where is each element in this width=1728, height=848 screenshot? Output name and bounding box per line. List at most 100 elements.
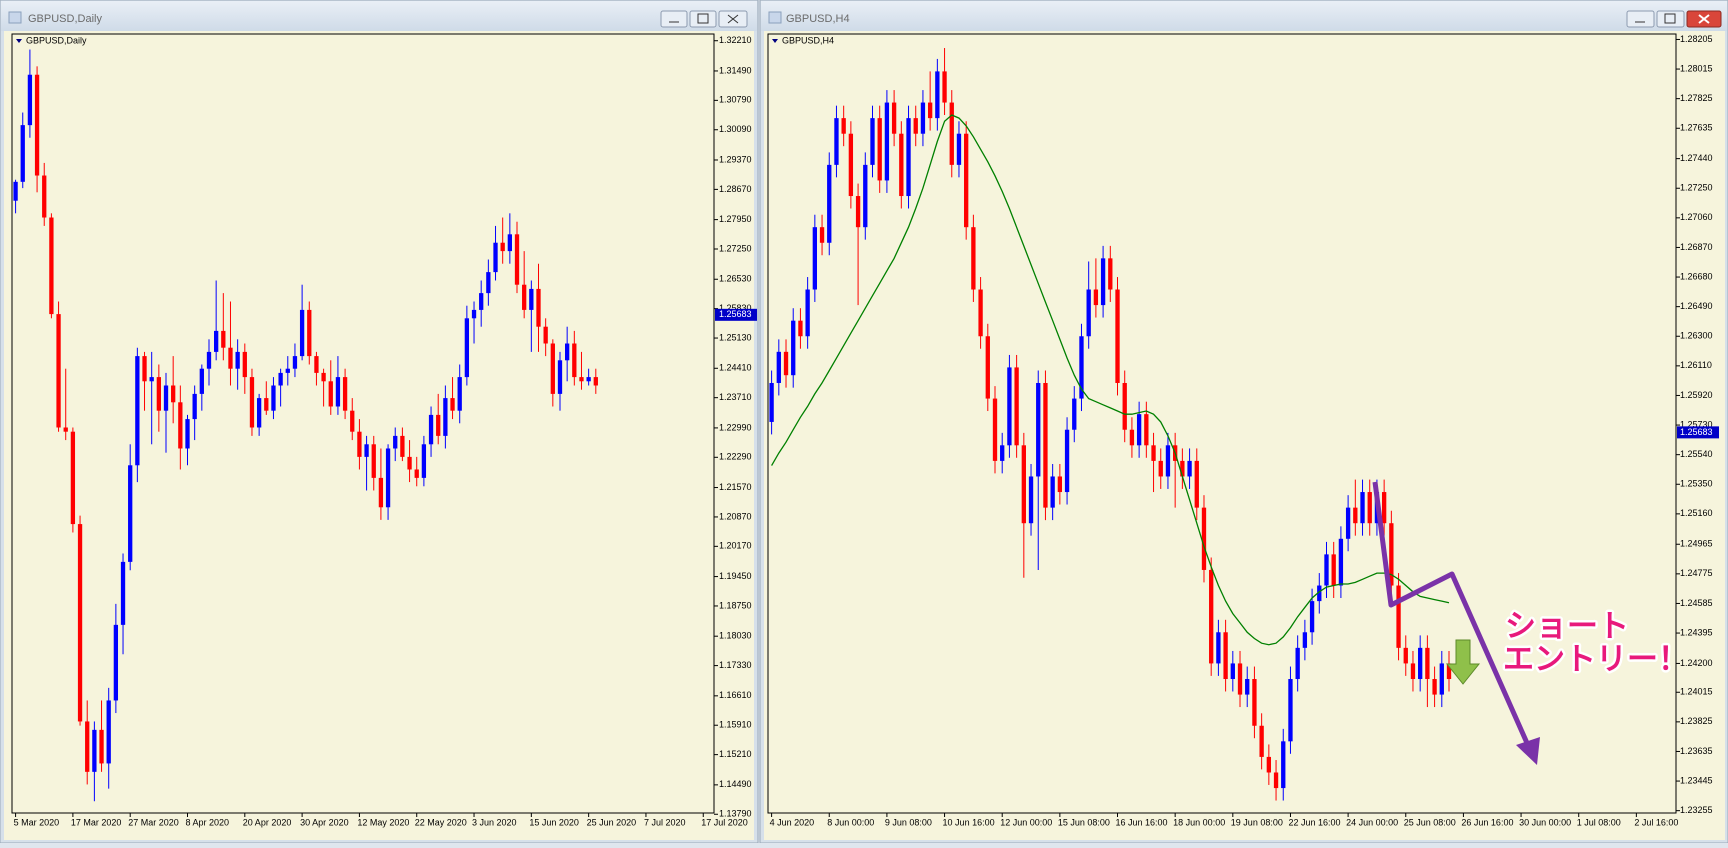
candle-body <box>128 465 133 562</box>
candle-body <box>884 102 890 181</box>
candle-body <box>149 377 154 382</box>
y-tick-label: 1.28670 <box>719 184 752 194</box>
x-tick-label: 16 Jun 16:00 <box>1116 817 1168 827</box>
candle-body <box>964 133 969 228</box>
y-tick-label: 1.24410 <box>719 363 752 373</box>
candle-body <box>1353 507 1358 524</box>
candle-body <box>1295 647 1300 680</box>
y-tick-label: 1.24015 <box>1680 687 1713 697</box>
candle-body <box>63 427 68 432</box>
candle-body <box>264 398 269 411</box>
candle-body <box>1216 632 1221 664</box>
plot-area <box>13 49 598 802</box>
candle-body <box>1158 460 1163 477</box>
candle-body <box>927 102 933 119</box>
candle-body <box>913 118 918 134</box>
y-tick-label: 1.23255 <box>1680 805 1713 815</box>
candle-body <box>1273 772 1279 789</box>
title-bar <box>761 1 1727 31</box>
candle-body <box>27 74 33 126</box>
candle-body <box>978 289 983 337</box>
candle-body <box>400 435 405 457</box>
candle-body <box>1036 382 1041 477</box>
menu-triangle[interactable] <box>16 39 22 43</box>
candle-body <box>557 360 563 394</box>
candle-body <box>572 343 577 378</box>
window-buttons[interactable] <box>660 10 748 28</box>
window-icon <box>768 11 782 24</box>
candle-body <box>493 242 498 273</box>
candle-body <box>464 318 470 378</box>
x-tick-label: 20 Apr 2020 <box>243 817 292 827</box>
candle-body <box>1446 663 1452 680</box>
y-tick-label: 1.25130 <box>719 332 752 342</box>
candle-body <box>1100 258 1106 306</box>
candle-body <box>421 444 427 478</box>
chart-background <box>764 31 1725 840</box>
y-tick-label: 1.18030 <box>719 631 752 641</box>
icon <box>727 14 739 24</box>
candle-body <box>171 385 176 403</box>
x-tick-label: 12 Jun 00:00 <box>1000 817 1052 827</box>
chart-label: GBPUSD,Daily <box>26 35 87 45</box>
y-tick-label: 1.25160 <box>1680 508 1713 518</box>
candle-body <box>877 118 882 181</box>
y-tick-label: 1.32210 <box>719 35 752 45</box>
title-bar <box>1 1 757 31</box>
candle-body <box>805 289 810 337</box>
x-tick-label: 25 Jun 2020 <box>587 817 637 827</box>
candle-body <box>935 71 940 119</box>
candle-body <box>1115 289 1120 383</box>
candle-body <box>1122 382 1127 430</box>
plot-area <box>769 48 1452 801</box>
candle-body <box>70 431 76 525</box>
maximize-button[interactable] <box>1656 10 1685 28</box>
candle-body <box>20 125 25 182</box>
candle-body <box>1007 367 1012 446</box>
candle-body <box>906 118 911 197</box>
candle-body <box>235 351 240 369</box>
y-tick-label: 1.22290 <box>719 452 752 462</box>
candle-body <box>791 320 796 376</box>
y-tick-label: 1.27825 <box>1680 93 1713 103</box>
y-tick-label: 1.31490 <box>719 65 752 75</box>
candle-body <box>848 133 854 197</box>
candle-body <box>1093 289 1099 306</box>
candle-body <box>1230 663 1235 680</box>
candle-body <box>812 227 818 290</box>
y-tick-label: 1.26870 <box>1680 242 1713 252</box>
candle-body <box>34 74 40 176</box>
candle-body <box>457 377 462 411</box>
candle-body <box>1338 538 1344 586</box>
maximize-button[interactable] <box>689 10 717 28</box>
candle-body <box>1396 585 1401 648</box>
y-tick-label: 1.17330 <box>719 660 752 670</box>
x-tick-label: 15 Jun 08:00 <box>1058 817 1110 827</box>
candle-body <box>342 377 348 411</box>
candle-body <box>949 102 954 165</box>
candle-body <box>13 181 18 201</box>
y-tick-label: 1.30790 <box>719 95 752 105</box>
minimize-button[interactable] <box>660 10 688 28</box>
x-tick-label: 8 Apr 2020 <box>186 817 230 827</box>
window-buttons[interactable] <box>1626 10 1722 28</box>
candle-body <box>1021 445 1026 524</box>
minimize-button[interactable] <box>1626 10 1655 28</box>
candle-body <box>1360 492 1365 524</box>
candle-body <box>1209 569 1214 664</box>
x-tick-label: 18 Jun 00:00 <box>1173 817 1225 827</box>
candle-body <box>407 456 412 470</box>
menu-triangle[interactable] <box>772 39 778 43</box>
y-tick-label: 1.24585 <box>1680 598 1713 608</box>
candle-body <box>285 368 290 373</box>
candle-body <box>586 377 591 382</box>
candle-body <box>85 721 90 772</box>
candle-body <box>357 431 362 457</box>
candle-body <box>985 336 990 399</box>
x-tick-label: 30 Apr 2020 <box>300 817 349 827</box>
candle-body <box>156 377 161 411</box>
y-tick-label: 1.27250 <box>719 243 752 253</box>
candle-body <box>335 377 341 407</box>
candle-body <box>242 351 247 378</box>
candle-body <box>1050 476 1055 508</box>
